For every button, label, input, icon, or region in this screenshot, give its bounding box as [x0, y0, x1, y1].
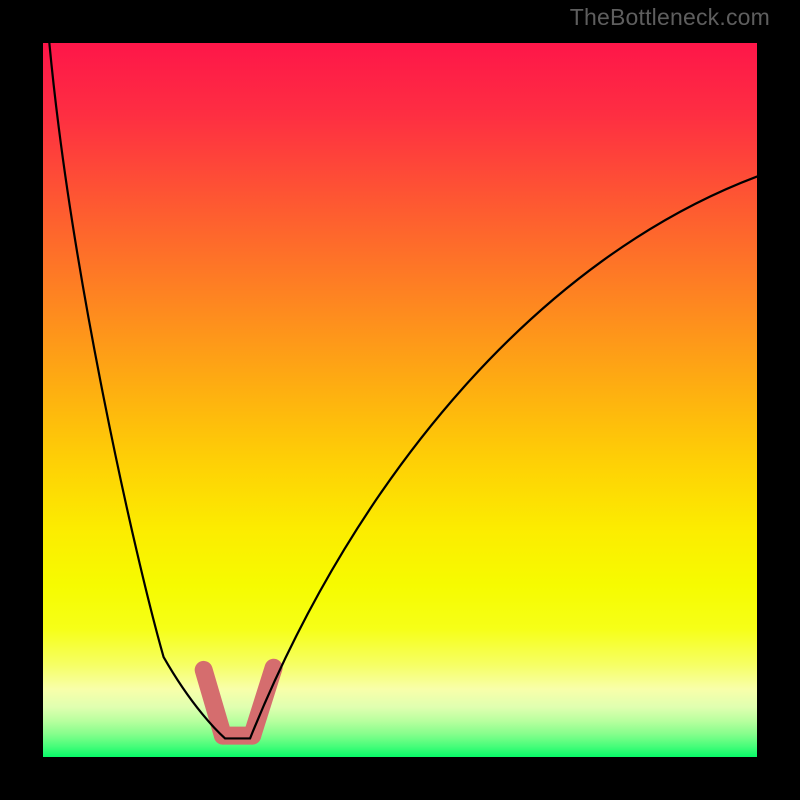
bottleneck-curve: [43, 43, 757, 757]
bottleneck-line: [49, 43, 757, 738]
watermark-text: TheBottleneck.com: [570, 4, 770, 31]
chart-plot-area: [43, 43, 757, 757]
